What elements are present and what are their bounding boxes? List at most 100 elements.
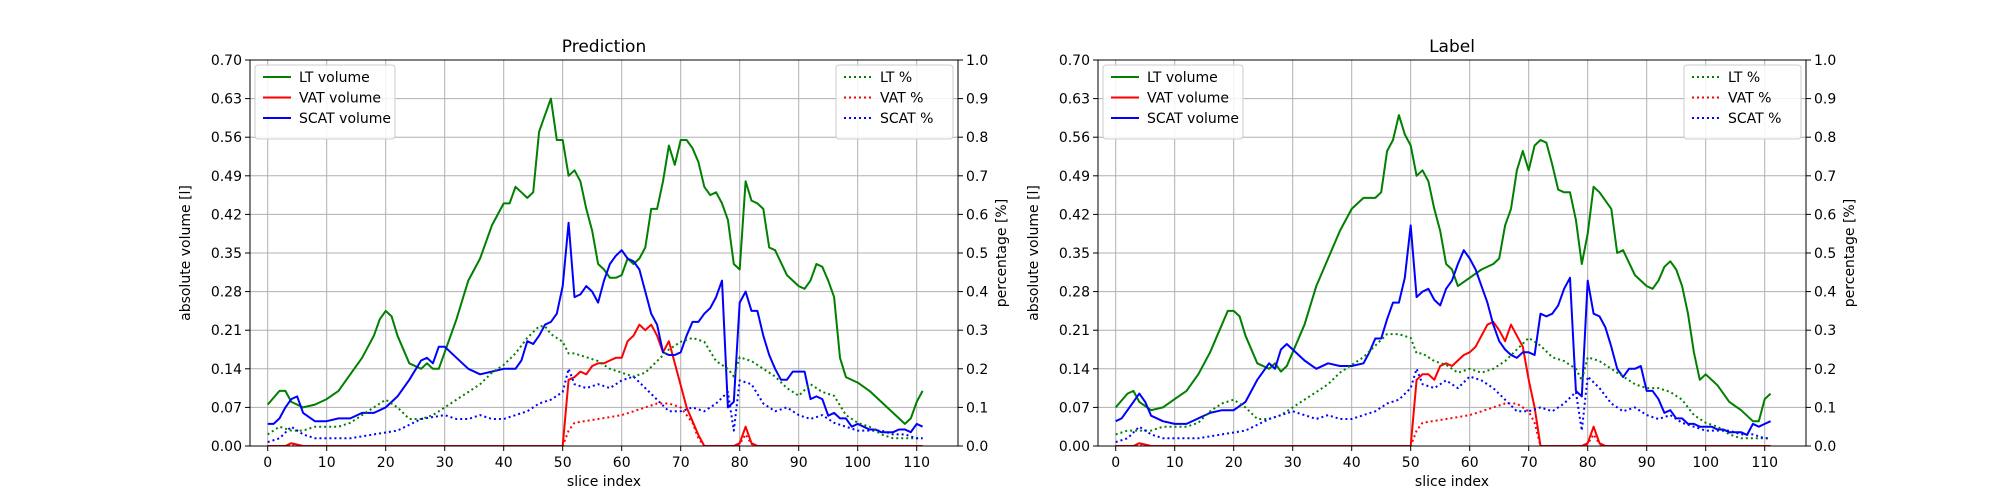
legend-entry: SCAT % (880, 111, 933, 127)
x-tick-label: 30 (1284, 455, 1302, 471)
legend-right: LT % VAT % SCAT % (835, 64, 954, 140)
series-line-lt (1115, 333, 1771, 440)
y-tick-label: 0.28 (211, 285, 242, 301)
series-group (1114, 114, 1772, 446)
legend-box (835, 64, 954, 140)
y-tick-label: 0.49 (211, 169, 242, 185)
x-tick-label: 20 (1225, 455, 1243, 471)
x-tick-label: 80 (1579, 455, 1597, 471)
y2-tick-label: 0.0 (966, 439, 988, 455)
legend-entry: VAT % (1728, 91, 1771, 107)
y2-axis-label: percentage [%] (1842, 199, 1858, 307)
y2-tick-label: 0.2 (966, 362, 988, 378)
legend-entry: VAT volume (299, 91, 381, 107)
legend-entry: VAT % (880, 91, 923, 107)
y2-tick-label: 1.0 (1814, 53, 1836, 69)
x-tick-label: 100 (1692, 455, 1719, 471)
legend-box (1102, 64, 1244, 140)
series-line-vat-volume (267, 323, 923, 446)
x-axis-label: slice index (1415, 474, 1489, 490)
x-axis-label: slice index (567, 474, 641, 490)
x-tick-label: 20 (377, 455, 395, 471)
y2-tick-label: 0.8 (966, 130, 988, 146)
x-tick-label: 110 (903, 455, 930, 471)
series-line-lt-volume (1114, 114, 1772, 423)
x-tick-label: 70 (672, 455, 690, 471)
series-line-scat (267, 367, 923, 444)
y-tick-label: 0.49 (1059, 169, 1090, 185)
x-tick-label: 80 (731, 455, 749, 471)
x-tick-label: 0 (263, 455, 272, 471)
legend-entry: LT volume (1147, 70, 1218, 86)
x-tick-label: 90 (790, 455, 808, 471)
y-tick-label: 0.70 (211, 53, 242, 69)
legend-left: LT volume VAT volume SCAT volume (1102, 64, 1244, 140)
x-tick-label: 40 (1343, 455, 1361, 471)
y-tick-label: 0.21 (1059, 323, 1090, 339)
x-tick-label: 60 (1461, 455, 1479, 471)
y2-tick-label: 0.1 (1814, 400, 1836, 416)
chart-title: Prediction (562, 37, 646, 57)
series-line-scat (1115, 367, 1771, 444)
y-tick-label: 0.63 (1059, 92, 1090, 108)
y2-tick-label: 0.0 (1814, 439, 1836, 455)
y2-tick-label: 0.1 (966, 400, 988, 416)
x-tick-label: 10 (318, 455, 336, 471)
x-tick-label: 110 (1751, 455, 1778, 471)
y-axis-label: absolute volume [l] (1026, 185, 1042, 321)
x-tick-label: 40 (495, 455, 513, 471)
y2-tick-label: 0.4 (1814, 285, 1836, 301)
x-tick-label: 60 (613, 455, 631, 471)
legend-left: LT volume VAT volume SCAT volume (254, 64, 396, 140)
legend-entry: SCAT volume (299, 111, 391, 127)
y2-tick-label: 0.7 (966, 169, 988, 185)
series-line-lt-volume (266, 97, 924, 425)
x-tick-label: 90 (1638, 455, 1656, 471)
series-line-scat-volume (1115, 224, 1772, 436)
y-tick-label: 0.63 (211, 92, 242, 108)
series-line-scat-volume (267, 221, 924, 434)
y-tick-label: 0.42 (211, 207, 242, 223)
series-line-vat-volume (1115, 320, 1771, 446)
y2-tick-label: 0.3 (1814, 323, 1836, 339)
y-tick-label: 0.07 (1059, 400, 1090, 416)
x-tick-label: 70 (1520, 455, 1538, 471)
chart-title: Label (1429, 37, 1475, 57)
plot-frame (1097, 59, 1807, 447)
y-tick-label: 0.70 (1059, 53, 1090, 69)
y-tick-label: 0.00 (1059, 439, 1090, 455)
y-tick-label: 0.28 (1059, 285, 1090, 301)
legend-entry: LT volume (299, 70, 370, 86)
y-tick-label: 0.07 (211, 400, 242, 416)
y-axis-label: absolute volume [l] (178, 185, 194, 321)
legend-entry: VAT volume (1147, 91, 1229, 107)
legend-entry: LT % (880, 70, 912, 86)
y2-tick-label: 0.5 (1814, 246, 1836, 262)
y2-tick-label: 0.7 (1814, 169, 1836, 185)
y2-tick-label: 0.6 (1814, 207, 1836, 223)
y2-tick-label: 1.0 (966, 53, 988, 69)
plot-frame (249, 59, 959, 447)
x-tick-label: 50 (554, 455, 572, 471)
y-tick-label: 0.00 (211, 439, 242, 455)
y-tick-label: 0.35 (211, 246, 242, 262)
y-tick-label: 0.35 (1059, 246, 1090, 262)
series-line-vat (267, 402, 923, 446)
chart-panel-prediction: 0 10 20 30 40 50 60 70 80 90 100 110 0.00 0.07 0.14 0.2… (178, 37, 1010, 490)
y2-tick-label: 0.3 (966, 323, 988, 339)
legend-entry: SCAT % (1728, 111, 1781, 127)
series-line-vat (1115, 402, 1771, 446)
x-tick-label: 30 (436, 455, 454, 471)
legend-entry: LT % (1728, 70, 1760, 86)
y-tick-label: 0.42 (1059, 207, 1090, 223)
chart-panel-label: 0 10 20 30 40 50 60 70 80 90 100 110 0.00 0.07 0.14 0.2… (1026, 37, 1858, 490)
x-tick-label: 0 (1111, 455, 1120, 471)
legend-box (1683, 64, 1802, 140)
y2-tick-label: 0.4 (966, 285, 988, 301)
series-group (266, 97, 924, 446)
y2-axis-label: percentage [%] (994, 199, 1010, 307)
y-tick-label: 0.56 (211, 130, 242, 146)
legend-right: LT % VAT % SCAT % (1683, 64, 1802, 140)
y-tick-label: 0.56 (1059, 130, 1090, 146)
